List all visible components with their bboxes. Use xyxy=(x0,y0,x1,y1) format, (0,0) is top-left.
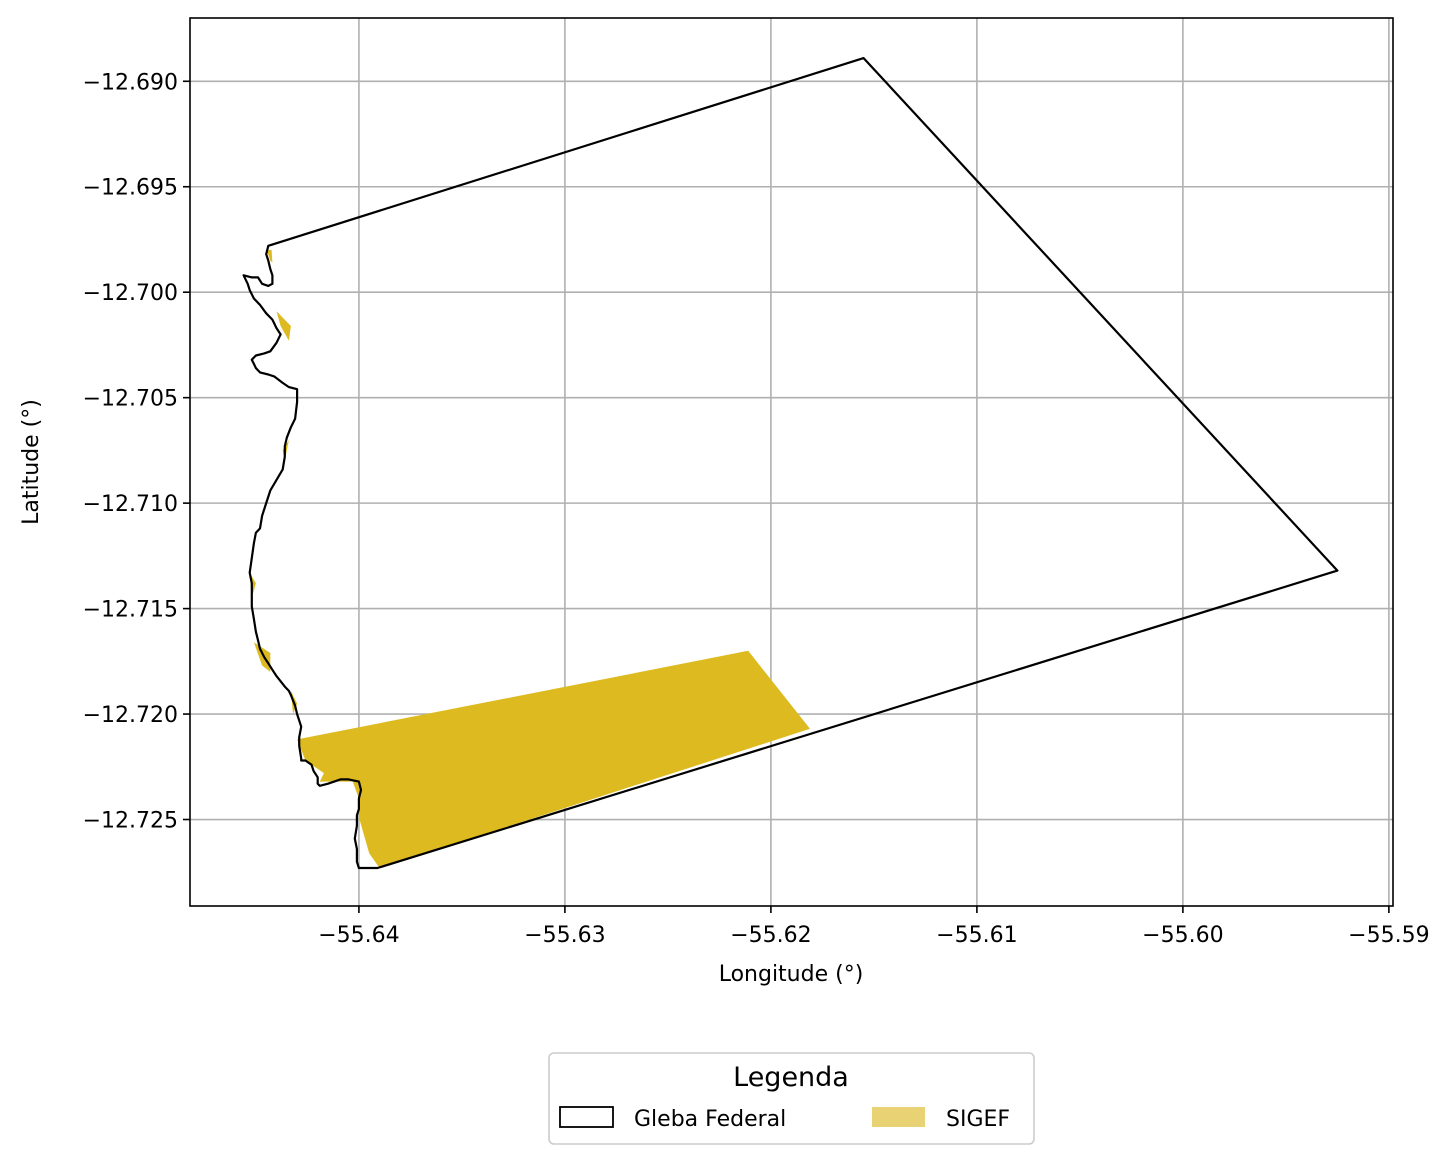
x-tick-label: −55.59 xyxy=(1348,923,1429,948)
y-tick-label: −12.725 xyxy=(83,809,178,834)
legend: Legenda Gleba Federal SIGEF xyxy=(548,1052,1035,1145)
sigef-polygon xyxy=(253,642,271,672)
y-tick-label: −12.690 xyxy=(83,70,178,95)
y-tick-label: −12.715 xyxy=(83,598,178,623)
legend-label-gleba-federal: Gleba Federal xyxy=(634,1107,786,1132)
x-tick-label: −55.64 xyxy=(318,923,399,948)
x-axis-ticks: −55.64 −55.63 −55.62 −55.61 −55.60 −55.59 xyxy=(318,906,1430,948)
legend-swatch-sigef xyxy=(872,1107,925,1127)
y-axis-label: Latitude (°) xyxy=(19,399,44,525)
y-tick-label: −12.720 xyxy=(83,703,178,728)
y-axis-ticks: −12.690 −12.695 −12.700 −12.705 −12.710 −12.7… xyxy=(83,70,190,834)
x-tick-label: −55.62 xyxy=(730,923,811,948)
gleba-federal-polygon xyxy=(242,56,1339,870)
legend-title: Legenda xyxy=(733,1062,849,1093)
y-tick-label: −12.710 xyxy=(83,492,178,517)
y-tick-label: −12.700 xyxy=(83,281,178,306)
y-tick-label: −12.695 xyxy=(83,176,178,201)
x-tick-label: −55.63 xyxy=(524,923,605,948)
map-layers xyxy=(242,56,1339,870)
x-tick-label: −55.61 xyxy=(936,923,1017,948)
x-axis-label: Longitude (°) xyxy=(719,962,864,987)
legend-label-sigef: SIGEF xyxy=(946,1107,1010,1132)
sigef-polygon xyxy=(297,650,811,868)
sigef-polygon xyxy=(276,311,291,341)
axes-frame xyxy=(189,17,1394,907)
x-tick-label: −55.60 xyxy=(1142,923,1223,948)
legend-swatch-gleba-federal xyxy=(559,1106,614,1128)
y-tick-label: −12.705 xyxy=(83,387,178,412)
sigef-polygon xyxy=(266,250,273,263)
